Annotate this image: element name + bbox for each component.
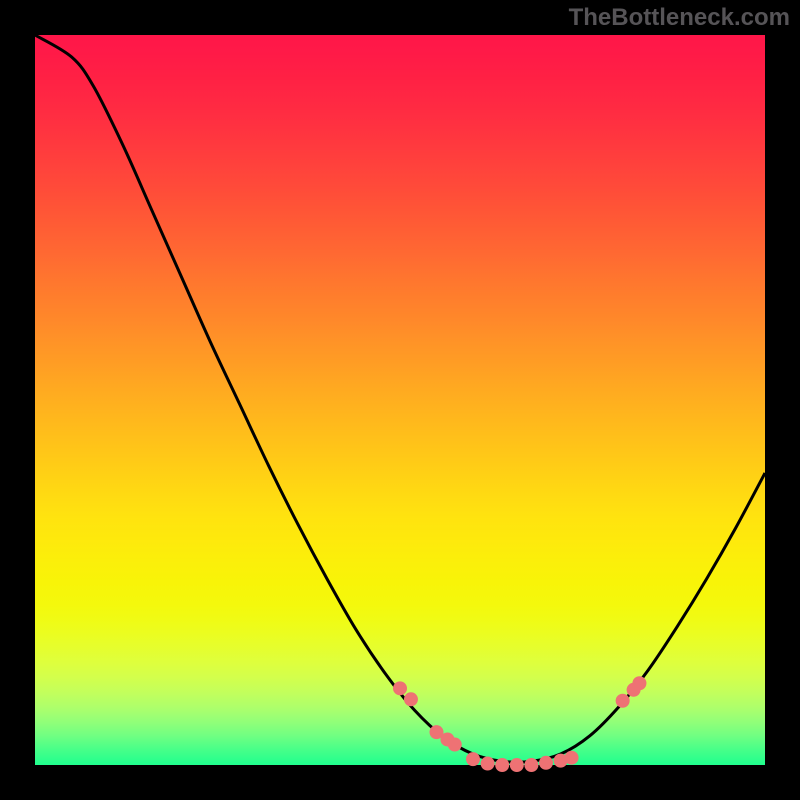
bottleneck-curve <box>35 35 765 762</box>
data-marker <box>466 752 480 766</box>
data-marker <box>510 758 524 772</box>
data-marker <box>524 758 538 772</box>
data-marker <box>448 738 462 752</box>
chart-svg-layer <box>0 0 800 800</box>
data-marker <box>539 756 553 770</box>
data-marker <box>404 692 418 706</box>
data-marker <box>481 757 495 771</box>
data-marker <box>495 758 509 772</box>
watermark-text: TheBottleneck.com <box>569 4 790 32</box>
data-marker <box>632 676 646 690</box>
chart-canvas: TheBottleneck.com <box>0 0 800 800</box>
data-markers-group <box>393 676 646 772</box>
data-marker <box>393 681 407 695</box>
data-marker <box>616 694 630 708</box>
data-marker <box>565 751 579 765</box>
